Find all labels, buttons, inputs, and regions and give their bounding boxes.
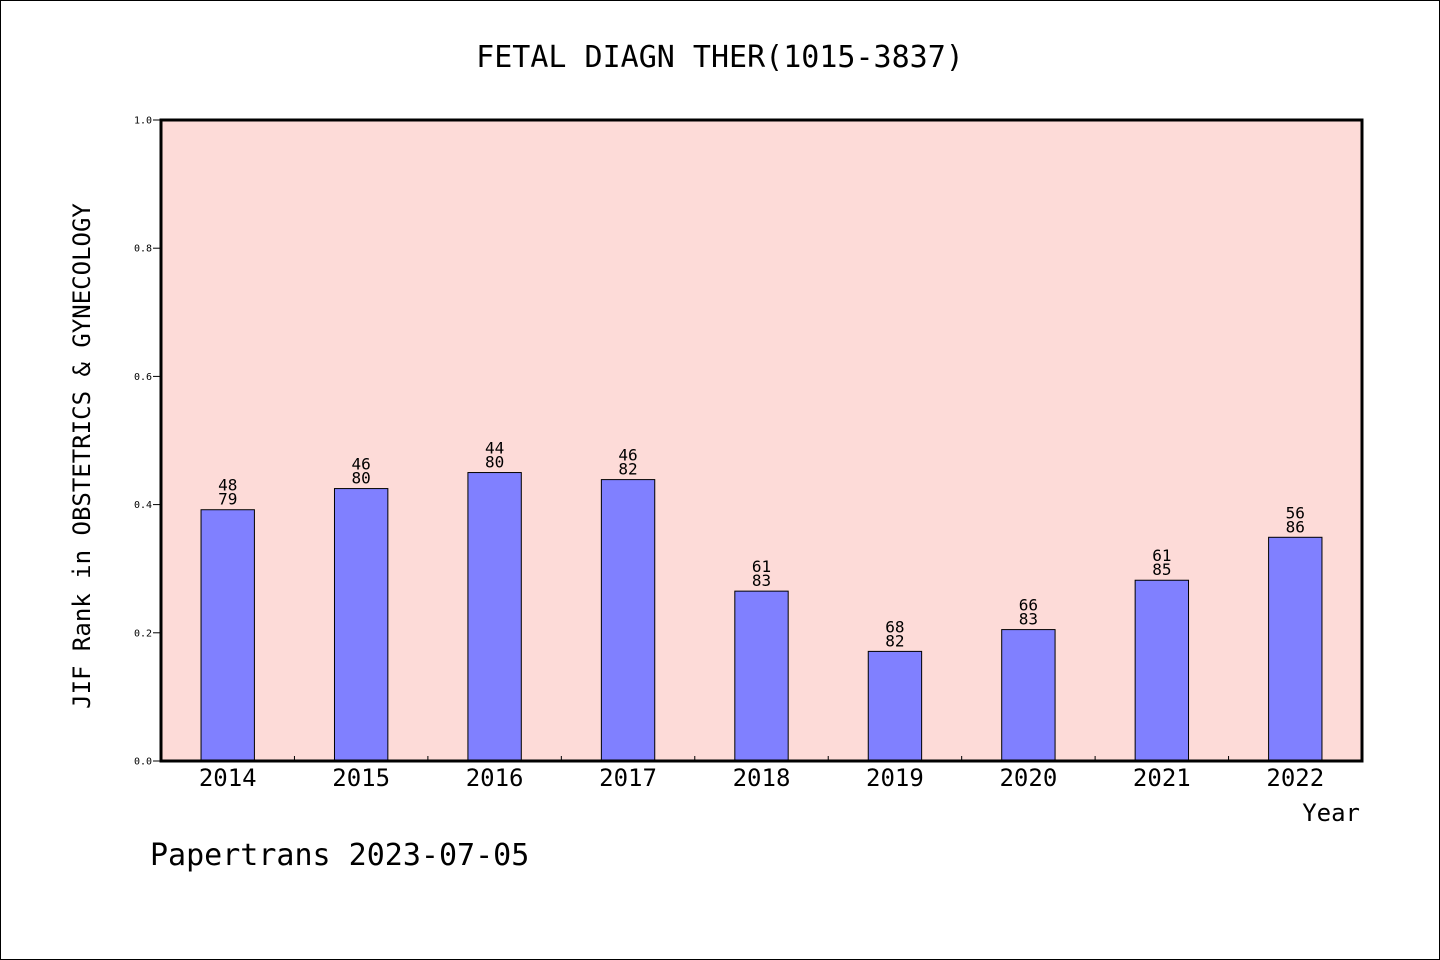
x-tick-label: 2015 — [332, 764, 390, 792]
x-tick-label: 2019 — [866, 764, 924, 792]
x-tick-label: 2014 — [199, 764, 257, 792]
y-tick-label: 0.8 — [134, 244, 152, 255]
bar-label-rank: 46 — [618, 446, 637, 465]
bar-label-total: 85 — [1152, 560, 1171, 579]
bar-2022 — [1268, 536, 1323, 762]
bar-label-rank: 44 — [485, 439, 504, 458]
bar-2016 — [467, 472, 522, 762]
bar-label-total: 86 — [1286, 517, 1305, 536]
bar-2017 — [600, 479, 656, 762]
bar-2019 — [867, 650, 923, 762]
bar-label-total: 83 — [1019, 610, 1038, 629]
bar-label-rank: 68 — [885, 617, 904, 636]
x-tick-label: 2021 — [1133, 764, 1191, 792]
bar-label-rank: 61 — [752, 557, 771, 576]
y-tick-label: 0.4 — [134, 500, 152, 511]
x-axis-ticks: 2014 2015 2016 2017 2018 2019 2020 2021 2022 — [199, 756, 1324, 792]
bar-2015 — [333, 488, 389, 762]
chart-title: FETAL DIAGN THER(1015-3837) — [476, 40, 964, 75]
bar-label-rank: 66 — [1019, 596, 1038, 615]
x-tick-label: 2022 — [1266, 764, 1324, 792]
bar-label-total: 80 — [352, 469, 371, 488]
x-axis-label: Year — [1302, 799, 1360, 827]
x-tick-label: 2017 — [599, 764, 657, 792]
y-tick-label: 0.2 — [134, 628, 152, 639]
bar-label-rank: 46 — [352, 455, 371, 474]
bar-label-total: 82 — [885, 631, 904, 650]
bar-label-rank: 61 — [1152, 546, 1171, 565]
bar-label-total: 79 — [218, 490, 237, 509]
plot-border — [159, 118, 1364, 763]
bar-label-rank: 48 — [218, 476, 237, 495]
x-tick-label: 2016 — [466, 764, 524, 792]
bar-2021 — [1134, 579, 1190, 762]
y-tick-label: 1.0 — [134, 116, 152, 127]
bar-label-total: 80 — [485, 453, 504, 472]
bar-label-total: 83 — [752, 571, 771, 590]
x-tick-label: 2020 — [999, 764, 1057, 792]
bar-2014 — [200, 509, 255, 762]
footer-credit: Papertrans 2023-07-05 — [150, 838, 529, 873]
bar-2018 — [734, 590, 789, 762]
y-tick-label: 0.6 — [134, 372, 152, 383]
y-axis-ticks: 0.0 0.2 0.4 0.6 0.8 1.0 — [134, 116, 161, 768]
x-tick-label: 2018 — [733, 764, 791, 792]
bar-label-total: 82 — [618, 460, 637, 479]
bar-2020 — [1001, 629, 1056, 762]
bar-label-rank: 56 — [1286, 503, 1305, 522]
y-axis-label: JIF Rank in OBSTETRICS & GYNECOLOGY — [68, 203, 96, 709]
y-tick-label: 0.0 — [134, 757, 152, 768]
